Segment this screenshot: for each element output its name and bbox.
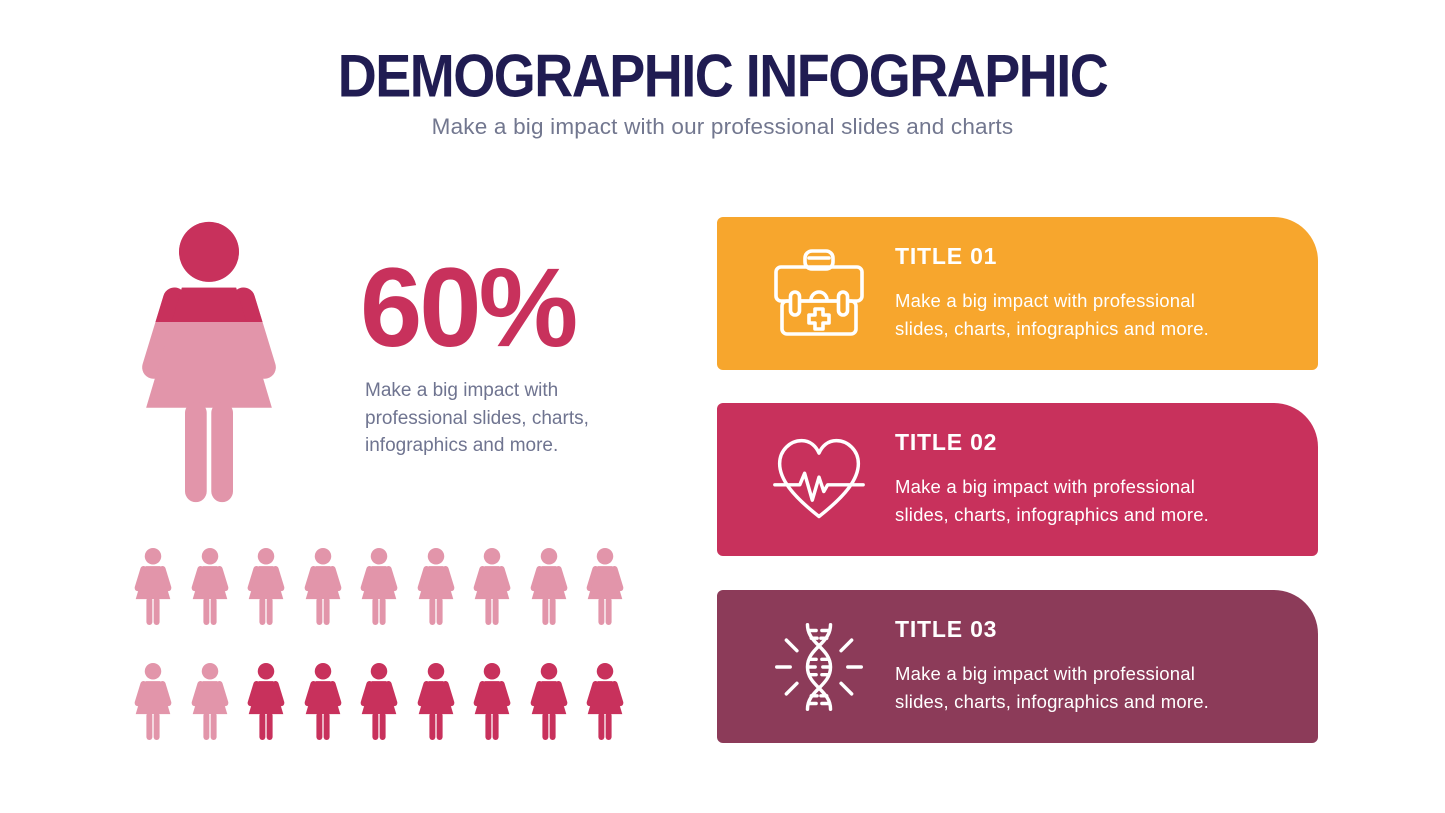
female-figure-icon [529,663,568,740]
female-figure-icon [246,663,286,740]
page-subtitle: Make a big impact with our professional … [431,114,1014,139]
stat-description: Make a big impact with professional slid… [365,377,589,460]
card-body-line: slides, charts, infographics and more. [895,503,1210,525]
card-body-line: Make a big impact with professional [895,290,1196,311]
stat-description-line: infographics and more. [365,435,559,456]
female-figure-icon [585,663,625,740]
female-figure-icon [246,548,286,625]
female-figure-icon [416,548,455,625]
card-title: TITLE 03 [895,616,998,642]
card-body-line: Make a big impact with professional [895,476,1196,497]
female-figure-icon [133,548,173,625]
card-body: Make a big impact with professional slide… [895,287,1209,342]
info-card: TITLE 01 Make a big impact with professi… [717,217,1318,370]
heart-pulse-icon [759,403,879,556]
female-figure-icon [472,548,512,625]
pictograph-row [131,662,627,741]
stat-description-line: Make a big impact with [365,380,559,401]
female-figure-icon [303,548,342,625]
card-body-line: Make a big impact with professional [895,663,1196,684]
female-figure-icon [359,663,399,740]
card-body-line: slides, charts, infographics and more. [895,317,1210,339]
info-card: TITLE 03 Make a big impact with professi… [717,590,1318,743]
female-figure-icon [359,548,399,625]
card-title: TITLE 02 [895,429,998,455]
female-figure-icon [303,663,342,740]
card-title: TITLE 01 [895,243,998,269]
pictograph-row [131,547,627,626]
header: DEMOGRAPHIC INFOGRAPHIC Make a big impac… [0,0,1445,140]
page-title: DEMOGRAPHIC INFOGRAPHIC [337,42,1109,110]
female-figure-icon [416,663,455,740]
medical-bag-icon [759,217,879,370]
dna-icon [759,590,879,743]
stat-description-line: professional slides, charts, [365,407,589,429]
female-figure-icon [585,548,625,625]
female-figure-icon [190,663,229,740]
female-figure-icon [472,663,512,740]
female-figure-large-icon [139,221,279,503]
card-body: Make a big impact with professional slide… [895,660,1209,715]
female-figure-icon [133,663,173,740]
card-body: Make a big impact with professional slide… [895,473,1209,528]
female-figure-icon [190,548,229,625]
female-figure-icon [529,548,568,625]
info-card: TITLE 02 Make a big impact with professi… [717,403,1318,556]
stat-value: 60% [360,245,578,370]
card-body-line: slides, charts, infographics and more. [895,690,1210,712]
